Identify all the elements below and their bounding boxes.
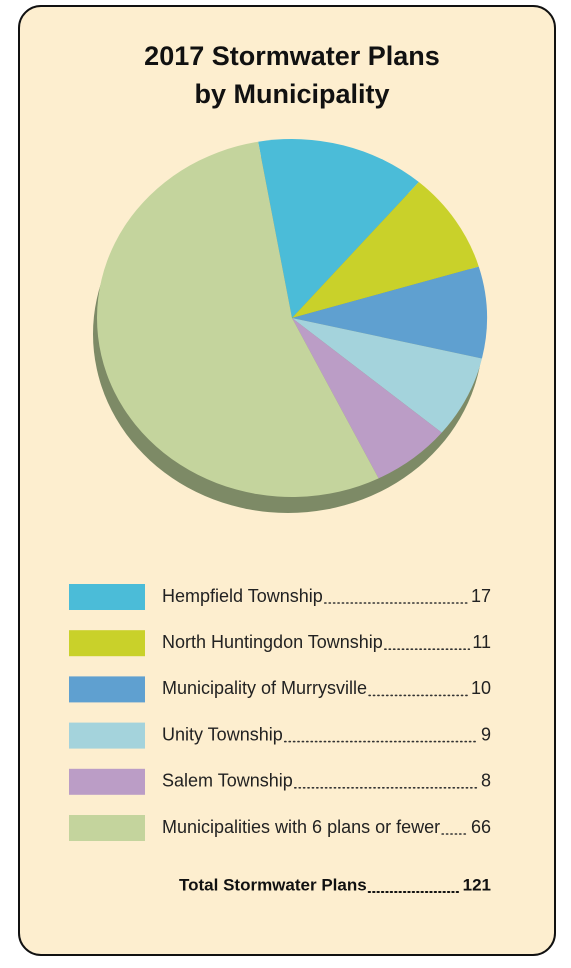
pie-slice: [96, 141, 379, 498]
pie-slice: [292, 182, 479, 318]
legend-value: 66: [471, 817, 491, 837]
legend-swatch: [69, 584, 145, 610]
chart-title: 2017 Stormwater Plans: [144, 41, 440, 71]
total-label: Total Stormwater Plans: [179, 875, 367, 894]
legend-swatch: [69, 815, 145, 841]
legend-swatch: [69, 630, 145, 657]
pie-slice: [292, 266, 487, 359]
total-value: 121: [463, 875, 491, 894]
legend-label: Municipalities with 6 plans or fewer: [162, 817, 440, 837]
legend-label: Hempfield Township: [162, 586, 323, 606]
legend-swatch: [69, 768, 145, 795]
legend-swatch: [69, 676, 145, 703]
chart-title: by Municipality: [194, 79, 389, 109]
legend-value: 9: [481, 724, 491, 744]
legend-label: Unity Township: [162, 724, 283, 744]
legend-label: Salem Township: [162, 771, 293, 791]
legend-value: 10: [471, 678, 491, 698]
pie-slice: [292, 318, 482, 433]
pie-slice: [258, 139, 419, 318]
legend-value: 17: [471, 586, 491, 606]
legend-value: 11: [472, 632, 491, 652]
legend-swatch: [69, 722, 145, 749]
legend-label: North Huntingdon Township: [162, 632, 383, 652]
legend-label: Municipality of Murrysville: [162, 678, 367, 698]
pie-slice: [292, 318, 442, 479]
legend-value: 8: [481, 771, 491, 791]
